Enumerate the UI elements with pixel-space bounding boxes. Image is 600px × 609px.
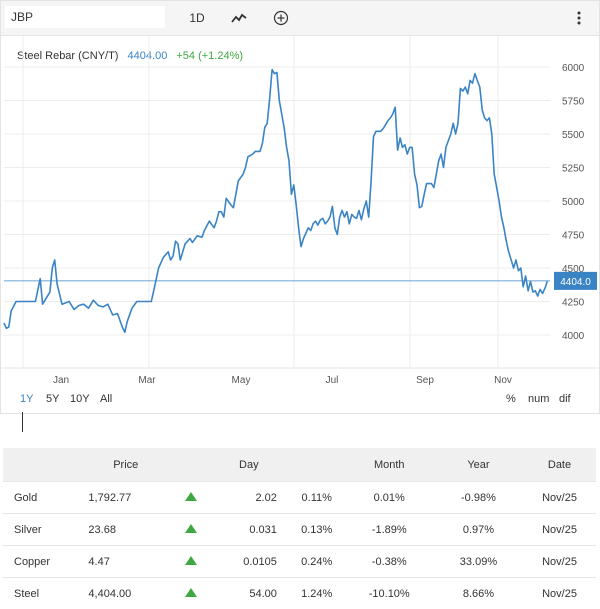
day-change-value: 0.0105 [209, 546, 289, 578]
month-change-percent: 0.01% [345, 482, 434, 514]
quote-date: Nov/25 [523, 578, 596, 609]
range-button-1y[interactable]: 1Y [20, 393, 33, 405]
range-button-10y[interactable]: 10Y [70, 393, 90, 405]
column-header: Year [434, 448, 523, 482]
y-tick-label: 5750 [562, 97, 585, 108]
change-direction [173, 546, 209, 578]
month-change-percent: -10.10% [345, 578, 434, 609]
day-change-percent: 0.24% [289, 546, 345, 578]
month-change-percent: -0.38% [345, 546, 434, 578]
y-tick-label: 4250 [562, 298, 585, 309]
commodity-name: Silver [3, 514, 78, 546]
percent-mode-button[interactable]: % [506, 393, 516, 405]
y-tick-label: 5500 [562, 130, 585, 141]
day-change-percent: 0.11% [289, 482, 345, 514]
range-button-all[interactable]: All [100, 393, 112, 405]
quote-date: Nov/25 [523, 546, 596, 578]
day-change-value: 54.00 [209, 578, 289, 609]
change-direction [173, 482, 209, 514]
price-value: 4.47 [78, 546, 173, 578]
y-tick-label: 6000 [562, 63, 585, 74]
commodity-name: Copper [3, 546, 78, 578]
x-tick-label: Nov [494, 375, 512, 386]
x-tick-label: Mar [138, 375, 156, 386]
x-tick-label: Sep [416, 375, 434, 386]
column-header [173, 448, 209, 482]
chart-menu-button[interactable] [571, 6, 587, 30]
symbol-input[interactable] [5, 6, 165, 28]
commodity-name: Steel [3, 578, 78, 609]
up-arrow-icon [185, 556, 197, 565]
year-change-percent: 0.97% [434, 514, 523, 546]
x-tick-label: Jan [53, 375, 69, 386]
text-cursor [22, 412, 23, 432]
price-tag-label: 4404.0 [560, 277, 591, 288]
x-tick-label: Jul [326, 375, 339, 386]
day-change-value: 2.02 [209, 482, 289, 514]
month-change-percent: -1.89% [345, 514, 434, 546]
up-arrow-icon [185, 524, 197, 533]
year-change-percent: 8.66% [434, 578, 523, 609]
up-arrow-icon [185, 492, 197, 501]
y-tick-label: 4750 [562, 231, 585, 242]
x-tick-label: May [232, 375, 251, 386]
chart-type-button[interactable] [227, 6, 251, 30]
timeframe-button[interactable]: 1D [185, 6, 209, 30]
quote-date: Nov/25 [523, 514, 596, 546]
column-header [289, 448, 345, 482]
y-tick-label: 5250 [562, 164, 585, 175]
day-change-percent: 0.13% [289, 514, 345, 546]
change-direction [173, 514, 209, 546]
price-value: 1,792.77 [78, 482, 173, 514]
y-tick-label: 4000 [562, 331, 585, 342]
chart-toolbar: 1D [1, 1, 599, 36]
column-header: Day [209, 448, 289, 482]
column-header: Price [78, 448, 173, 482]
num-mode-button[interactable]: num [528, 393, 549, 405]
y-tick-label: 5000 [562, 197, 585, 208]
column-header: Date [523, 448, 596, 482]
day-change-value: 0.031 [209, 514, 289, 546]
vertical-dots-icon [577, 11, 581, 25]
change-direction [173, 578, 209, 609]
commodity-name: Gold [3, 482, 78, 514]
price-value: 4,404.00 [78, 578, 173, 609]
chart-panel: 1D Steel Rebar (CNY/T) 4404.00 +54 (+1.2… [0, 0, 600, 414]
dif-mode-button[interactable]: dif [559, 393, 571, 405]
quote-date: Nov/25 [523, 482, 596, 514]
year-change-percent: -0.98% [434, 482, 523, 514]
plus-circle-icon [273, 10, 289, 26]
up-arrow-icon [185, 588, 197, 597]
column-header [3, 448, 78, 482]
column-header: Month [345, 448, 434, 482]
day-change-percent: 1.24% [289, 578, 345, 609]
range-button-5y[interactable]: 5Y [46, 393, 59, 405]
add-indicator-button[interactable] [269, 6, 293, 30]
year-change-percent: 33.09% [434, 546, 523, 578]
price-value: 23.68 [78, 514, 173, 546]
line-chart-icon [231, 12, 247, 24]
